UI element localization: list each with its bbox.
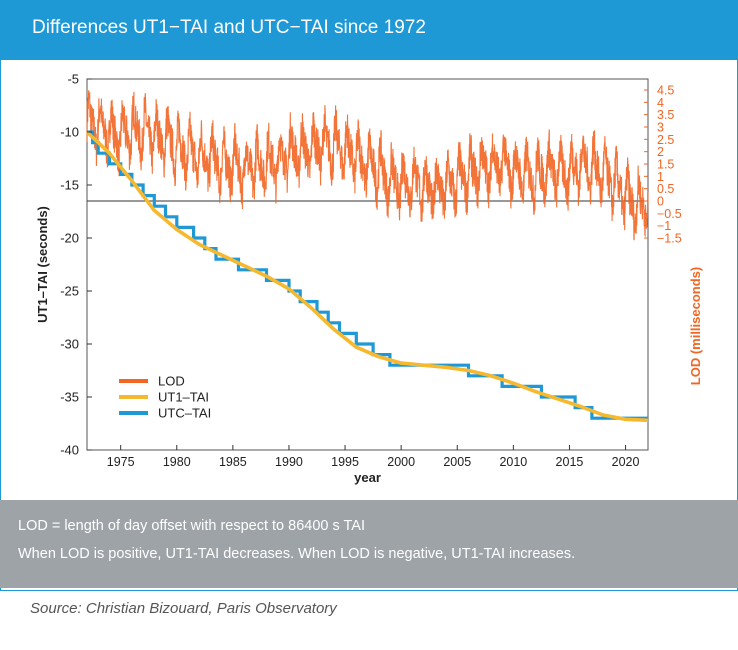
- y-tick-label: -35: [60, 390, 79, 405]
- x-tick-label: 1975: [107, 455, 135, 469]
- y2-tick-label: −1.5: [657, 232, 682, 246]
- y2-tick-label: 4: [657, 96, 664, 110]
- legend-label: LOD: [158, 374, 185, 389]
- x-tick-label: 1990: [275, 455, 303, 469]
- source-caption: Source: Christian Bizouard, Paris Observ…: [30, 600, 337, 617]
- note-line-2: When LOD is positive, UT1-TAI decreases.…: [18, 546, 576, 562]
- y-tick-label: -10: [60, 125, 79, 140]
- y2-tick-label: 0.5: [657, 182, 674, 196]
- y-tick-label: -40: [60, 443, 79, 458]
- x-axis-label: year: [354, 470, 381, 485]
- y2-tick-label: 2: [657, 145, 664, 159]
- y-tick-label: -20: [60, 231, 79, 246]
- y2-tick-label: 4.5: [657, 84, 674, 98]
- x-tick-label: 2015: [556, 455, 584, 469]
- y2-tick-label: −1: [657, 219, 671, 233]
- y-tick-label: -15: [60, 178, 79, 193]
- x-tick-label: 2000: [387, 455, 415, 469]
- y2-axis-label: LOD (milliseconds): [688, 267, 703, 385]
- note-box: LOD = length of day offset with respect …: [0, 500, 738, 588]
- x-tick-label: 2005: [443, 455, 471, 469]
- x-tick-label: 2020: [612, 455, 640, 469]
- y2-tick-label: 3.5: [657, 108, 674, 122]
- x-tick-label: 1980: [163, 455, 191, 469]
- y-tick-label: -25: [60, 284, 79, 299]
- x-tick-label: 1985: [219, 455, 247, 469]
- page-title: Differences UT1−TAI and UTC−TAI since 19…: [32, 17, 426, 38]
- y-tick-label: -30: [60, 337, 79, 352]
- chart: 1975 1980 1985 1990 1995 2000 2005 2010 2015 2020…: [35, 72, 703, 486]
- y-tick-label: -5: [67, 72, 79, 87]
- note-line-1: LOD = length of day offset with respect …: [18, 518, 365, 534]
- x-tick-label: 1995: [331, 455, 359, 469]
- header-bar: Differences UT1−TAI and UTC−TAI since 19…: [0, 0, 738, 60]
- lod-series-line: [86, 90, 649, 241]
- y2-tick-label: 1.5: [657, 158, 674, 172]
- ut1-tai-series-line: [85, 130, 649, 423]
- y2-tick-label: 0: [657, 195, 664, 209]
- y2-tick-label: 3: [657, 121, 664, 135]
- x-tick-label: 2010: [499, 455, 527, 469]
- y2-tick-label: −0.5: [657, 207, 682, 221]
- legend-label: UTC–TAI: [158, 406, 211, 421]
- y2-tick-label: 2.5: [657, 133, 674, 147]
- y-axis-label: UT1–TAI (seconds): [35, 206, 50, 323]
- y2-tick-label: 1: [657, 170, 664, 184]
- legend-label: UT1–TAI: [158, 390, 209, 405]
